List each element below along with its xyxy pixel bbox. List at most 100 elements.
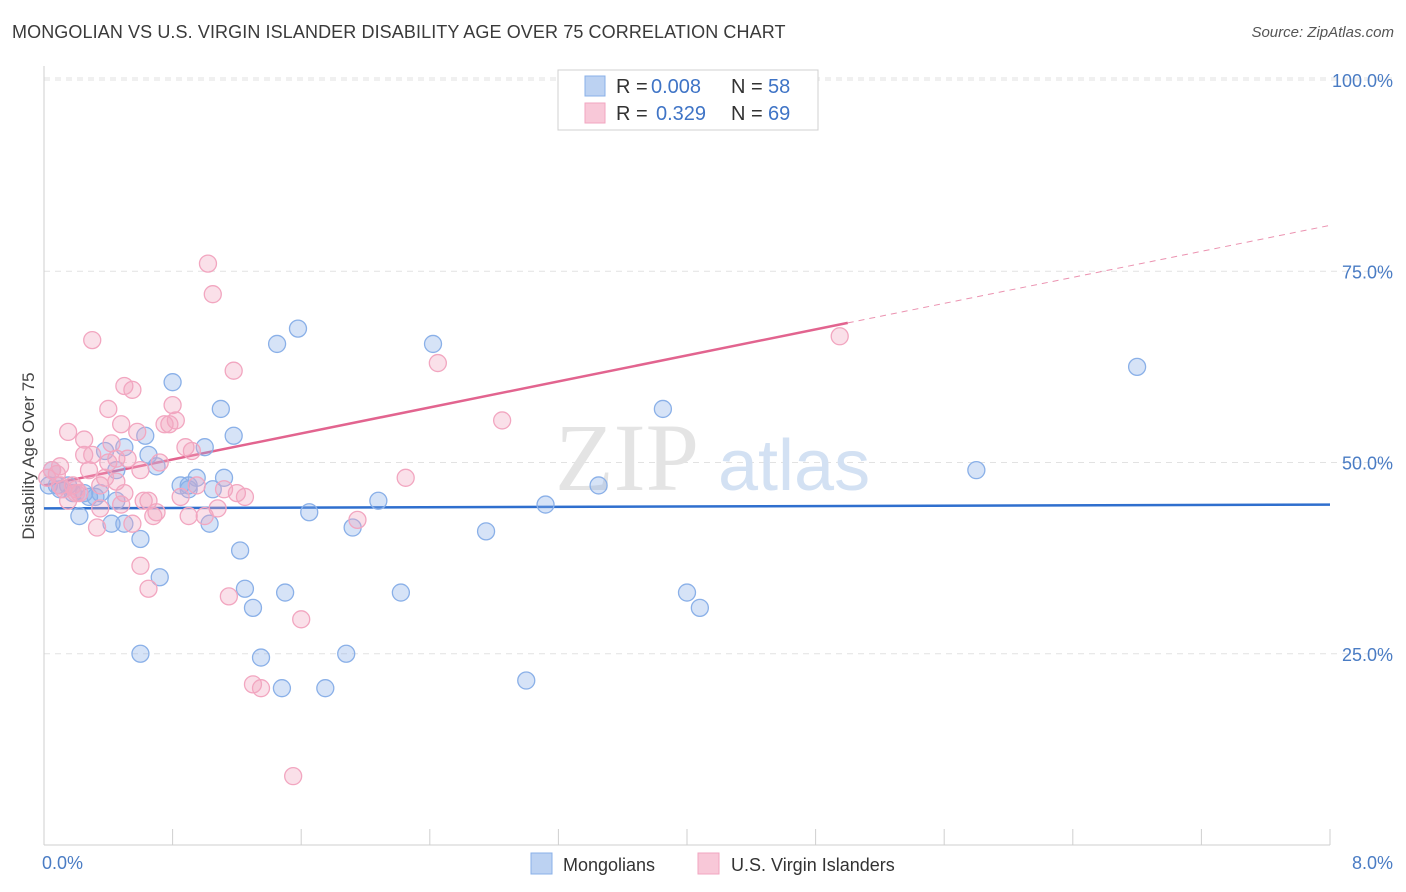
data-point-1-39 <box>198 254 218 273</box>
data-point-1-62 <box>99 453 118 472</box>
series-legend: Mongolians U.S. Virgin Islanders <box>530 852 895 875</box>
data-point-0-6 <box>70 506 89 526</box>
data-point-0-45 <box>476 522 496 541</box>
data-point-1-11 <box>83 445 102 465</box>
y-tick-label-1: 50.0% <box>1342 454 1393 474</box>
data-point-1-66 <box>50 457 70 476</box>
data-point-1-64 <box>91 476 110 495</box>
y-tick-label-2: 75.0% <box>1342 262 1393 282</box>
watermark-atlas: atlas <box>718 426 870 506</box>
chart-title: MONGOLIAN VS U.S. VIRGIN ISLANDER DISABI… <box>12 22 786 42</box>
stats-r-value-1: 0.329 <box>656 103 706 125</box>
data-point-1-68 <box>112 495 131 514</box>
data-point-1-43 <box>219 587 239 606</box>
data-point-0-47 <box>536 495 555 514</box>
data-point-1-56 <box>83 330 102 350</box>
data-point-0-35 <box>272 679 292 698</box>
data-point-1-27 <box>147 503 166 522</box>
data-point-0-37 <box>288 319 308 338</box>
data-point-1-13 <box>91 499 110 518</box>
data-point-1-49 <box>284 767 303 786</box>
data-point-1-52 <box>396 468 415 487</box>
data-point-1-54 <box>492 411 512 430</box>
stats-n-value-0: 58 <box>768 76 790 98</box>
source-label: Source: ZipAtlas.com <box>1251 24 1394 41</box>
data-point-1-24 <box>134 491 153 510</box>
tick-labels: 25.0% 50.0% 75.0% 100.0% 0.0% 8.0% <box>42 71 1393 873</box>
data-point-1-35 <box>179 506 198 526</box>
data-point-0-27 <box>211 399 230 419</box>
stats-r-label-1: R = <box>616 103 648 125</box>
data-point-0-19 <box>150 568 169 587</box>
data-point-0-20 <box>163 373 182 392</box>
data-point-0-51 <box>690 598 710 617</box>
legend-label-mongolians: Mongolians <box>563 855 655 875</box>
data-point-1-23 <box>131 460 150 480</box>
data-point-0-50 <box>677 583 697 602</box>
legend-label-virgin-islanders: U.S. Virgin Islanders <box>731 855 895 875</box>
data-point-0-36 <box>275 583 295 602</box>
trend-line-0 <box>43 503 1331 510</box>
data-point-1-33 <box>171 487 190 507</box>
data-point-1-41 <box>208 499 227 518</box>
data-point-0-44 <box>423 334 443 354</box>
data-point-1-61 <box>139 579 158 598</box>
legend-swatch-mongolians <box>530 852 553 875</box>
stats-r-value-0: 0.008 <box>651 76 701 98</box>
data-point-1-46 <box>235 487 255 507</box>
stats-n-value-1: 69 <box>768 103 790 125</box>
data-point-0-49 <box>653 399 673 419</box>
data-point-1-19 <box>115 483 134 503</box>
data-point-0-38 <box>300 503 319 522</box>
stats-n-label-1: N = <box>731 103 763 125</box>
data-point-1-21 <box>123 514 142 533</box>
data-point-1-10 <box>79 460 99 480</box>
data-point-1-15 <box>99 399 118 419</box>
data-point-0-15 <box>131 529 150 549</box>
data-point-1-36 <box>182 441 202 461</box>
data-point-1-59 <box>123 380 142 399</box>
data-point-0-33 <box>251 648 271 667</box>
data-point-1-5 <box>58 422 78 442</box>
stats-legend-swatch-mongolians <box>584 75 606 97</box>
data-point-1-60 <box>131 556 150 575</box>
data-point-1-16 <box>102 434 121 453</box>
data-point-0-30 <box>230 541 250 560</box>
data-point-0-56 <box>131 644 150 663</box>
watermark: ZIP atlas <box>555 404 870 511</box>
grid-lines <box>44 77 1392 655</box>
data-points <box>38 254 1147 786</box>
data-point-1-55 <box>830 327 849 346</box>
data-point-1-12 <box>87 518 107 537</box>
data-point-0-32 <box>243 598 263 617</box>
trend-line-extension-1 <box>847 224 1331 324</box>
data-point-0-53 <box>1127 357 1147 377</box>
stats-r-label-0: R = <box>616 76 648 98</box>
x-tick-label-0: 0.0% <box>42 853 83 873</box>
stats-legend: R = 0.008 N = 58 R = 0.329 N = 69 <box>557 69 819 131</box>
y-tick-label-0: 25.0% <box>1342 645 1393 665</box>
x-tick-label-1: 8.0% <box>1352 853 1393 873</box>
data-point-1-31 <box>163 395 182 415</box>
data-point-1-63 <box>75 430 94 449</box>
data-point-0-29 <box>224 426 243 445</box>
data-point-1-18 <box>112 415 131 434</box>
data-point-1-29 <box>155 415 174 434</box>
data-point-0-48 <box>589 476 608 495</box>
trend-lines <box>43 224 1331 510</box>
data-point-0-52 <box>967 460 986 480</box>
data-point-0-12 <box>102 514 121 533</box>
stats-legend-swatch-virgin-islanders <box>584 102 606 124</box>
data-point-1-51 <box>348 510 367 530</box>
data-point-1-44 <box>224 361 243 380</box>
data-point-1-67 <box>67 480 86 499</box>
data-point-0-39 <box>316 679 335 698</box>
stats-n-label-0: N = <box>731 76 763 98</box>
legend-swatch-virgin-islanders <box>697 852 720 875</box>
watermark-zip: ZIP <box>555 404 699 511</box>
data-point-0-42 <box>369 491 388 510</box>
y-axis-label: Disability Age Over 75 <box>19 372 38 539</box>
trend-line-1 <box>43 321 848 487</box>
data-point-0-46 <box>517 671 536 690</box>
